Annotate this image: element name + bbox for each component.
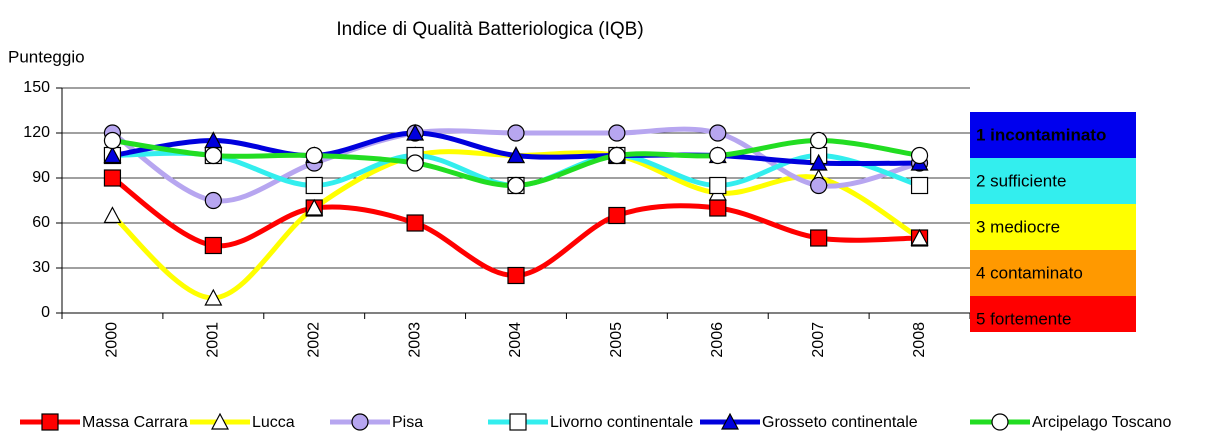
legend-label: Pisa — [392, 414, 423, 431]
marker — [709, 176, 727, 195]
marker — [204, 146, 222, 165]
legend-label: Massa Carrara — [82, 414, 188, 431]
band-label: 3 mediocre — [976, 217, 1060, 236]
marker — [910, 146, 929, 165]
legend-marker — [41, 413, 59, 431]
marker — [204, 191, 222, 210]
marker — [507, 124, 525, 142]
band-box — [970, 112, 1136, 158]
band-box — [970, 158, 1136, 204]
marker — [406, 214, 424, 232]
band-label: 2 sufficiente — [976, 171, 1066, 190]
band-box — [970, 250, 1136, 296]
x-tick-label: 2004 — [507, 322, 524, 358]
x-tick-label: 2003 — [406, 322, 423, 358]
legend-marker — [991, 413, 1009, 431]
legend-marker — [721, 412, 739, 430]
legend-label: Livorno continentale — [550, 414, 693, 431]
marker — [608, 206, 626, 225]
marker — [709, 199, 727, 217]
legend-label: Grosseto continentale — [762, 414, 918, 431]
x-tick-label: 2001 — [205, 322, 222, 358]
marker — [507, 176, 525, 195]
marker — [103, 146, 122, 164]
band-label: 1 incontaminato — [976, 125, 1106, 144]
marker — [305, 146, 323, 165]
marker — [910, 228, 929, 246]
legend-label: Lucca — [252, 414, 295, 431]
marker — [810, 229, 828, 247]
y-tick-label: 60 — [32, 214, 50, 231]
marker — [709, 124, 727, 142]
legend-label: Arcipelago Toscano — [1032, 414, 1171, 431]
y-axis-label: Punteggio — [8, 47, 85, 66]
marker — [809, 153, 828, 171]
marker — [608, 146, 626, 165]
marker — [709, 146, 727, 165]
marker — [810, 131, 828, 150]
marker — [103, 169, 122, 187]
marker — [910, 176, 929, 195]
band-label: 5 fortemente — [976, 309, 1071, 328]
x-tick-label: 2006 — [709, 322, 726, 358]
legend-marker — [509, 413, 527, 431]
y-tick-label: 120 — [23, 124, 50, 141]
marker — [204, 288, 223, 306]
marker — [103, 206, 122, 224]
marker — [103, 131, 122, 150]
x-tick-label: 2007 — [810, 322, 827, 358]
legend-marker — [351, 413, 369, 431]
x-tick-label: 2002 — [305, 322, 322, 358]
marker — [810, 176, 828, 195]
marker — [305, 198, 324, 216]
marker — [406, 123, 425, 141]
marker — [608, 124, 626, 142]
marker — [406, 154, 424, 172]
y-tick-label: 90 — [32, 169, 50, 186]
chart-title: Indice di Qualità Batteriologica (IQB) — [336, 19, 643, 40]
y-tick-label: 0 — [41, 304, 50, 321]
y-tick-label: 150 — [23, 79, 50, 96]
x-tick-label: 2005 — [608, 322, 625, 358]
y-tick-label: 30 — [32, 259, 50, 276]
band-box — [970, 296, 1136, 332]
marker — [305, 176, 323, 195]
x-tick-label: 2008 — [911, 322, 928, 358]
marker — [507, 266, 525, 285]
marker — [204, 236, 222, 255]
band-box — [970, 204, 1136, 250]
x-tick-label: 2000 — [104, 322, 121, 358]
legend-marker — [211, 412, 229, 430]
band-label: 4 contaminato — [976, 263, 1083, 282]
marker — [507, 146, 525, 164]
